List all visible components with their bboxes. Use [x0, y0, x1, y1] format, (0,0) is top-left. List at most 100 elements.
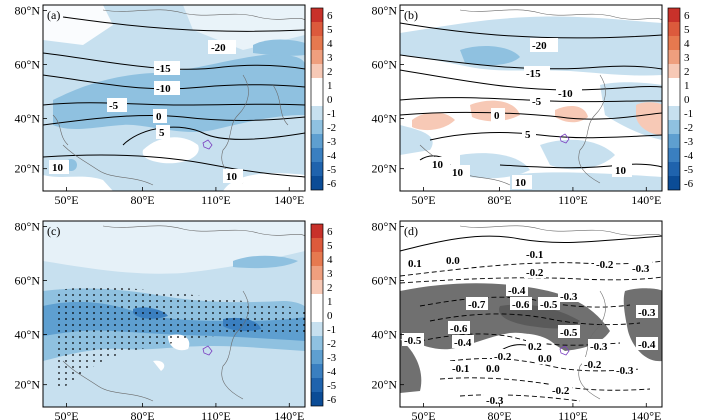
colorbar-swatch	[311, 364, 323, 378]
clabel: 10	[452, 167, 464, 179]
colorbar-swatch	[311, 106, 323, 120]
clabel: -15	[526, 68, 541, 80]
colorbar-label: 2	[327, 66, 333, 78]
colorbar-label: -5	[327, 164, 337, 176]
colorbar-swatch	[311, 120, 323, 134]
colorbar-swatch	[668, 36, 680, 50]
colorbar-swatch	[668, 162, 680, 176]
colorbar-swatch	[311, 350, 323, 364]
panel-d: 0.1 0.0 -0.1 -0.2 -0.2 -0.3 -0.4 -0.7 -0…	[399, 220, 663, 408]
colorbar: 6 5 4 3 2 1 0 -1 -2 -3 -4 -5 -6	[667, 7, 694, 191]
clabel: -0.2	[596, 259, 614, 271]
colorbar-swatch	[668, 120, 680, 134]
colorbar-label: 6	[327, 10, 333, 22]
lon-tick-label: 140°E	[274, 409, 304, 420]
colorbar-label: -3	[684, 136, 694, 148]
clabel: 10	[615, 165, 627, 177]
colorbar-label: 3	[684, 52, 690, 64]
clabel: -0.1	[452, 363, 469, 375]
clabel: -0.6	[512, 299, 530, 311]
clabel: -0.3	[616, 365, 634, 377]
colorbar-swatch	[311, 252, 323, 266]
colorbar-label: 4	[684, 38, 690, 50]
clabel: 10	[515, 177, 527, 189]
clabel: -0.4	[638, 339, 656, 351]
lon-tick-label: 140°E	[274, 193, 304, 207]
colorbar-label: 3	[327, 52, 333, 64]
lat-tick-label: 80°N	[372, 220, 398, 234]
contour-labels-b: -20 -15 -10 -5 0 5 10 10 10 10	[430, 38, 632, 189]
panel-a: -20 -15 -10 -5 0 5 10 10 (a)	[42, 4, 306, 192]
panel-c: (c)	[42, 220, 306, 408]
colorbar-label: 0	[327, 94, 333, 106]
lat-tick-label: 60°N	[15, 58, 41, 72]
colorbar-swatch	[311, 64, 323, 78]
lon-tick-label: 110°E	[201, 193, 231, 207]
colorbar-swatch	[668, 22, 680, 36]
clabel: -0.6	[450, 323, 468, 335]
colorbar-swatch	[668, 134, 680, 148]
clabel: -15	[156, 63, 171, 75]
clabel: -0.2	[526, 267, 544, 279]
colorbar-swatch	[668, 8, 680, 22]
colorbar-label: -6	[327, 394, 337, 406]
colorbar-swatch	[311, 392, 323, 406]
clabel: -0.3	[590, 341, 608, 353]
colorbar-label: 1	[684, 80, 690, 92]
lon-tick-label: 80°E	[487, 193, 511, 207]
lon-tick-label: 140°E	[631, 193, 661, 207]
clabel: -0.4	[508, 285, 526, 297]
clabel: -5	[532, 96, 542, 108]
clabel: 0	[494, 110, 500, 122]
colorbar-label: -2	[327, 338, 336, 350]
colorbar-label: -1	[327, 324, 336, 336]
lon-tick-label: 110°E	[558, 193, 588, 207]
panel-label-d: (d)	[404, 224, 418, 238]
colorbar-swatch	[311, 50, 323, 64]
colorbar-swatch	[311, 308, 323, 322]
colorbar-swatch	[311, 238, 323, 252]
colorbars: 6543210-1-2-3-4-5-66543210-1-2-3-4-5-665…	[310, 7, 694, 407]
colorbar-swatch	[311, 78, 323, 92]
clabel: -0.5	[560, 327, 578, 339]
lon-tick-label: 50°E	[412, 409, 436, 420]
colorbar-swatch	[311, 22, 323, 36]
colorbar-label: -6	[684, 178, 694, 190]
colorbar-swatch	[311, 92, 323, 106]
panel-b: -20 -15 -10 -5 0 5 10 10 10 10 (b)	[399, 4, 663, 192]
colorbar-swatch	[311, 378, 323, 392]
clabel: 10	[52, 162, 64, 174]
colorbar-swatch	[311, 336, 323, 350]
colorbar-swatch	[668, 148, 680, 162]
colorbar-label: 2	[327, 282, 333, 294]
lat-tick-label: 20°N	[372, 162, 398, 176]
clabel: -0.2	[584, 359, 602, 371]
colorbar-label: -5	[327, 380, 337, 392]
colorbar-label: -6	[327, 178, 337, 190]
colorbar-label: 4	[327, 38, 333, 50]
clabel: -20	[532, 40, 547, 52]
lon-tick-label: 110°E	[201, 409, 231, 420]
panel-label-b: (b)	[404, 8, 418, 22]
colorbar-label: -2	[684, 122, 693, 134]
colorbar-frame	[310, 7, 324, 191]
colorbar-swatch	[311, 176, 323, 190]
colorbar-swatch	[668, 176, 680, 190]
colorbar-label: 5	[327, 240, 333, 252]
lat-tick-label: 40°N	[372, 111, 398, 125]
colorbar: 6 5 4 3 2 1 0 -1 -2 -3 -4 -5 -6	[310, 223, 337, 407]
lon-tick-label: 50°E	[55, 193, 79, 207]
lon-tick-label: 140°E	[631, 409, 661, 420]
lat-tick-label: 80°N	[15, 4, 41, 18]
contour-labels-a: -20 -15 -10 -5 0 5 10 10	[49, 40, 243, 183]
colorbar-label: 4	[327, 254, 333, 266]
clabel: -0.7	[468, 299, 486, 311]
colorbar-swatch	[311, 162, 323, 176]
colorbar-swatch	[668, 106, 680, 120]
clabel: 0	[156, 111, 162, 123]
lat-tick-label: 60°N	[372, 274, 398, 288]
colorbar-swatch	[668, 92, 680, 106]
colorbar-frame	[310, 223, 324, 407]
panel-label-c: (c)	[47, 224, 60, 238]
